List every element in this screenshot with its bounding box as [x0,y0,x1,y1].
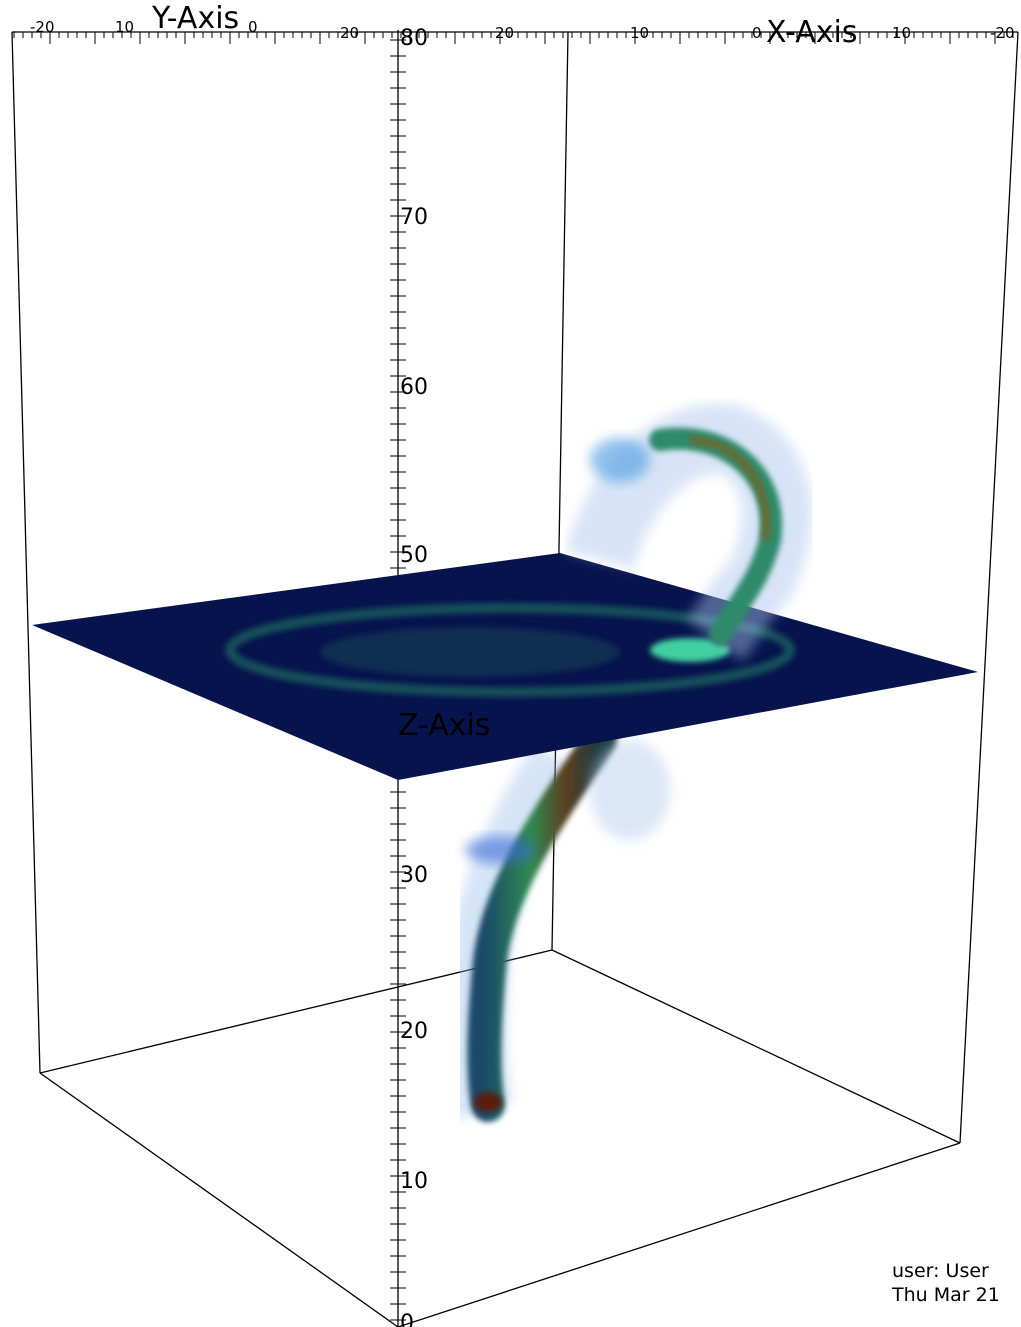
plume-upper [566,403,812,661]
tick-label: 10 [115,18,134,36]
user-label: user: User [892,1260,989,1282]
tick-label: 0 [752,24,762,42]
tick-label: 0 [248,18,258,36]
tick-label: 20 [340,24,359,42]
plume-lower [446,723,670,1122]
tick-label: 10 [630,24,649,42]
tick-label: -20 [30,18,55,36]
tick-label: 10 [400,1169,428,1194]
tick-label: -20 [990,24,1015,42]
y-axis-title: Y-Axis [151,1,239,36]
z-ticks: 80 70 60 50 30 20 10 0 [400,26,428,1327]
tick-label: 80 [400,26,428,51]
z-axis-title: Z-Axis [398,708,490,743]
date-label: Thu Mar 21 [891,1284,1000,1306]
tick-label: 0 [400,1311,414,1327]
top-ticks: -20 10 0 20 20 10 0 10 -20 [30,18,1015,42]
tick-label: 20 [495,24,514,42]
x-axis-title: X-Axis [766,15,857,50]
tick-label: 10 [892,24,911,42]
tick-label: 50 [400,543,428,568]
tick-label: 70 [400,205,428,230]
z-axis [390,30,406,1327]
top-tick-marks [13,32,1014,44]
tick-label: 20 [400,1019,428,1044]
tick-label: 60 [400,375,428,400]
tick-label: 30 [400,863,428,888]
slice-plane [32,553,978,780]
